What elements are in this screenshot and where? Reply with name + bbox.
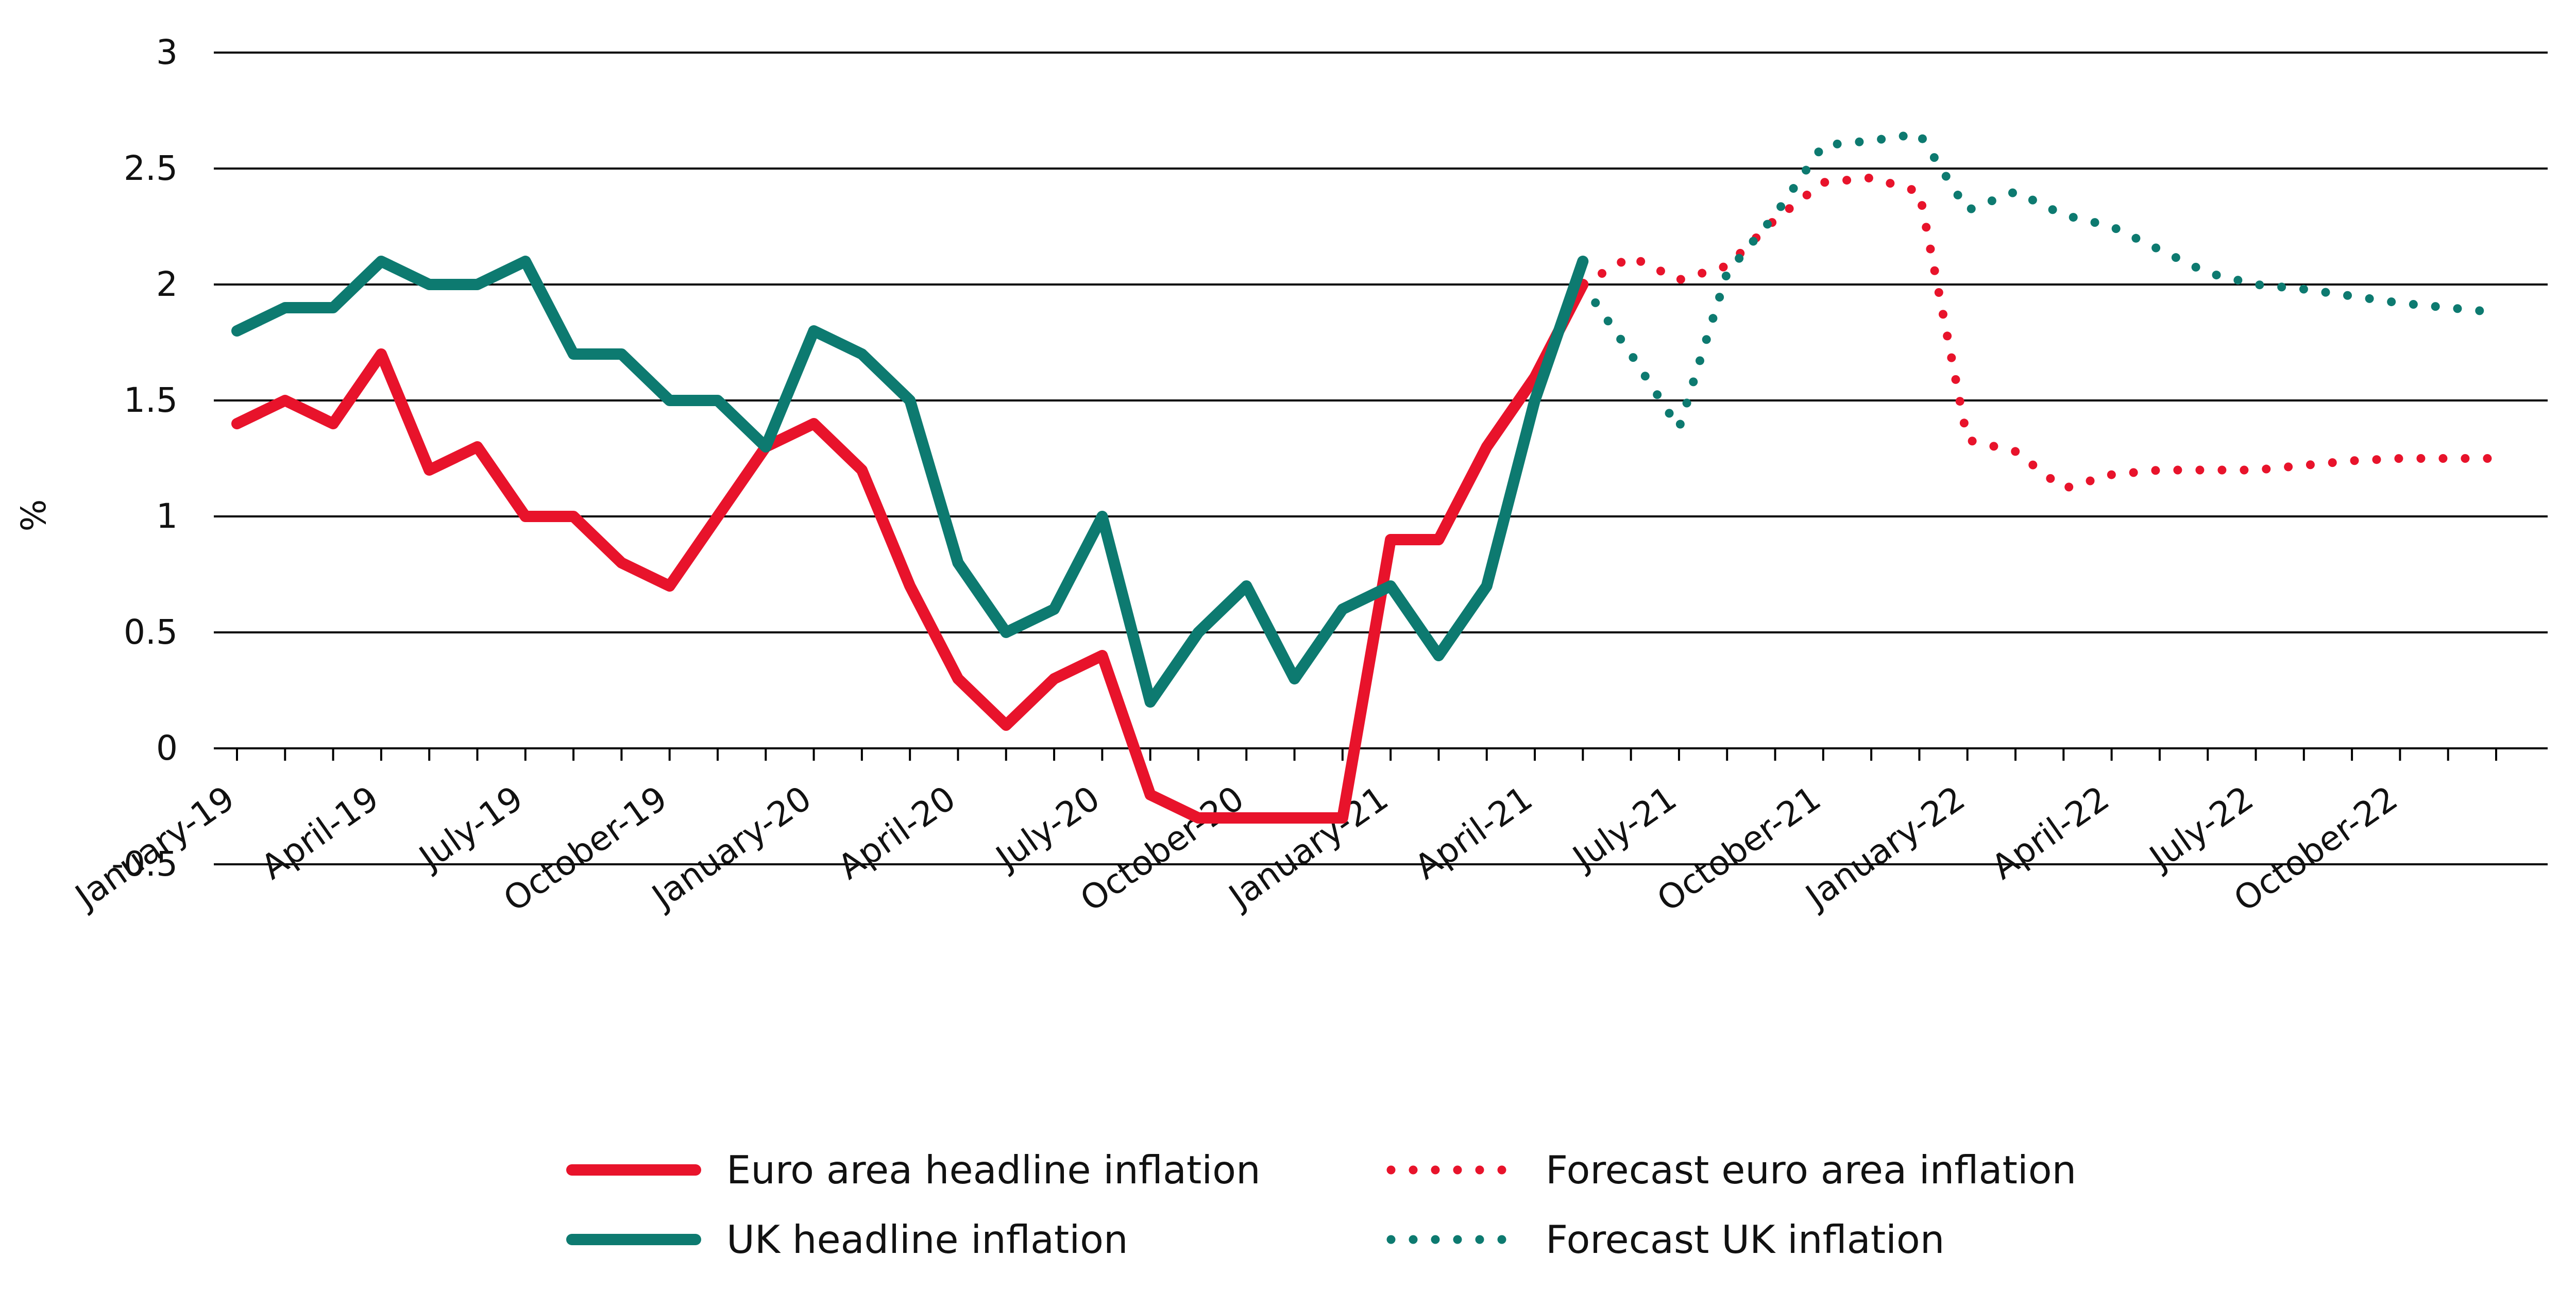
x-tick-label: April-22 — [1985, 778, 2116, 887]
y-tick-label: 0.5 — [124, 612, 178, 652]
series-line — [1578, 173, 2501, 493]
x-tick-label: January-22 — [1797, 778, 1972, 917]
y-tick-label: 2.5 — [124, 148, 178, 188]
x-tick-label: January-20 — [643, 778, 819, 917]
legend-label: Euro area headline inflation — [726, 1147, 1261, 1193]
y-tick-label: 1 — [156, 496, 178, 536]
y-axis: -0.5 0 0.5 1 1.5 2 2.5 3 — [111, 32, 178, 884]
legend-label: UK headline inflation — [726, 1217, 1128, 1262]
y-tick-label: 0 — [156, 728, 178, 768]
y-tick-label: -0.5 — [111, 844, 178, 884]
x-tick-label: October-21 — [1650, 778, 1828, 919]
x-tick-label: October-22 — [2227, 778, 2404, 919]
y-tick-label: 2 — [156, 264, 178, 304]
x-tick-label: April-19 — [254, 778, 386, 887]
series-line — [1578, 129, 2501, 433]
y-tick-label: 1.5 — [124, 380, 178, 420]
x-tick-label: April-20 — [831, 778, 963, 887]
series-lines — [231, 129, 2501, 824]
x-tick-label: January-21 — [1221, 778, 1396, 917]
y-tick-label: 3 — [156, 32, 178, 72]
series-line — [231, 256, 1589, 708]
x-tick-label: October-19 — [496, 778, 674, 919]
y-axis-label: % — [14, 499, 54, 532]
gridlines — [214, 52, 2548, 865]
legend-label: Forecast UK inflation — [1546, 1217, 1944, 1262]
x-tick-label: January-19 — [66, 778, 242, 917]
series-line — [231, 279, 1589, 824]
x-tick-label: April-21 — [1408, 778, 1539, 887]
legend-label: Forecast euro area inflation — [1546, 1147, 2076, 1193]
legend: Euro area headline inflation UK headline … — [566, 1147, 2076, 1262]
x-axis: January-19 April-19 July-19October-19Janua… — [66, 748, 2497, 919]
